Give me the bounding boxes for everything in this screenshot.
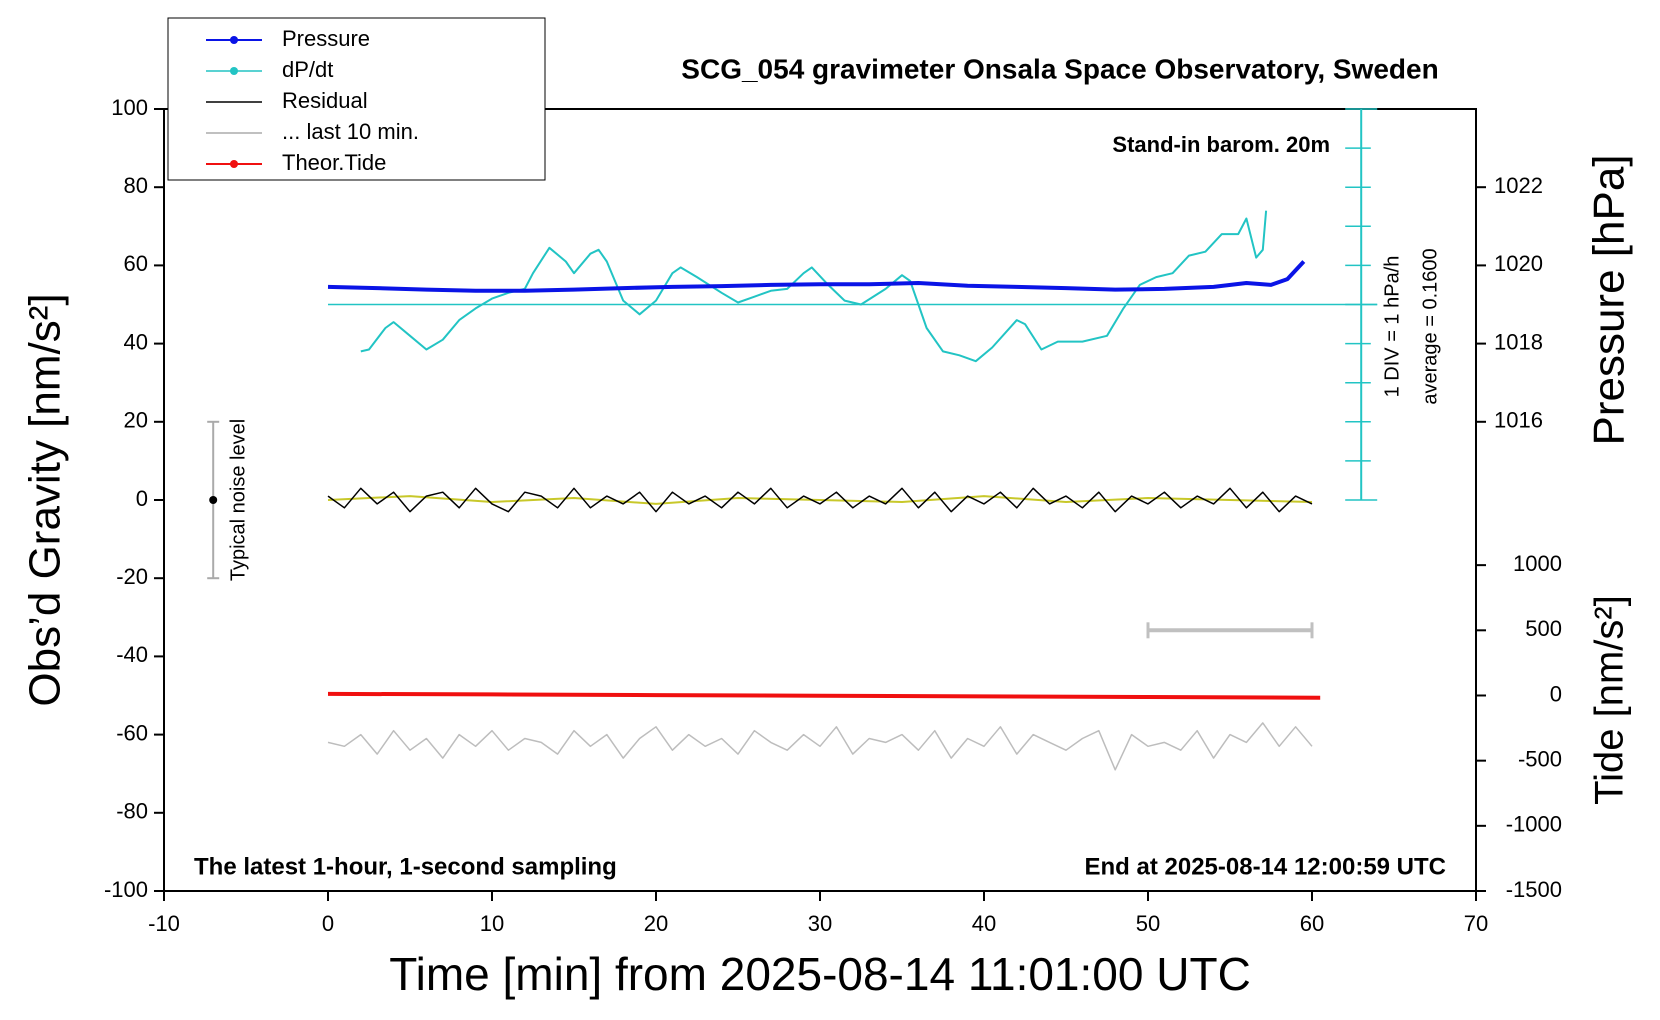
legend-label: ... last 10 min. [282, 119, 419, 144]
noise-label: Typical noise level [227, 419, 249, 581]
y-tick-label: -100 [104, 877, 148, 902]
y2-tick-label: 1016 [1494, 408, 1543, 433]
series-line [327, 487, 1313, 513]
x-tick-label: 60 [1300, 911, 1324, 936]
y3-tick-label: 0 [1550, 681, 1562, 706]
y3-tick-label: 1000 [1513, 551, 1562, 576]
y-tick-label: 80 [124, 173, 148, 198]
annotation: The latest 1-hour, 1-second sampling [194, 853, 617, 880]
series-line [327, 495, 1313, 505]
y-tick-label: 40 [124, 329, 148, 354]
series-line [327, 722, 1313, 771]
y-tick-label: 20 [124, 408, 148, 433]
series-line [327, 260, 1306, 293]
x-tick-label: 10 [480, 911, 504, 936]
y-tick-label: -20 [116, 564, 148, 589]
y-tick-label: -60 [116, 720, 148, 745]
legend-marker [230, 67, 238, 75]
y-tick-label: -40 [116, 642, 148, 667]
noise-center [209, 496, 218, 504]
legend-box [167, 17, 546, 181]
legend-label: Pressure [282, 26, 370, 51]
x-tick-label: 70 [1464, 911, 1488, 936]
y3-tick-label: -1000 [1506, 812, 1562, 837]
y3-tick-label: -1500 [1506, 877, 1562, 902]
x-tick-label: 0 [322, 911, 334, 936]
x-tick-label: 20 [644, 911, 668, 936]
y-tick-label: 100 [111, 95, 148, 120]
y2-tick-label: 1022 [1494, 173, 1543, 198]
y-tick-label: 60 [124, 251, 148, 276]
legend-marker [230, 36, 238, 44]
dpdt-label: 1 DIV = 1 hPa/h [1381, 256, 1403, 398]
x-tick-label: -10 [148, 911, 180, 936]
legend-marker [230, 160, 238, 168]
y3-tick-label: -500 [1518, 746, 1562, 771]
y2-axis-label: Pressure [hPa] [1585, 154, 1634, 445]
annotation: End at 2025-08-14 12:00:59 UTC [1085, 853, 1447, 880]
y2-tick-label: 1018 [1494, 329, 1543, 354]
chart-title: SCG_054 gravimeter Onsala Space Observat… [681, 53, 1438, 84]
y2-tick-label: 1020 [1494, 251, 1543, 276]
x-axis-label: Time [min] from 2025-08-14 11:01:00 UTC [389, 948, 1251, 1000]
y-axis-label: Obs’d Gravity [nm/s²] [21, 293, 70, 706]
annotation: Stand-in barom. 20m [1112, 132, 1330, 157]
legend-label: dP/dt [282, 57, 333, 82]
y-tick-label: 0 [136, 486, 148, 511]
legend: Pressure dP/dt Residual ... last 10 min. The… [167, 17, 546, 181]
x-tick-label: 50 [1136, 911, 1160, 936]
y3-axis-label: Tide [nm/s²] [1588, 595, 1632, 805]
dpdt-label: average = 0.1600 [1419, 248, 1441, 404]
y-tick-label: -80 [116, 799, 148, 824]
legend-label: Residual [282, 88, 368, 113]
legend-label: Theor.Tide [282, 150, 386, 175]
y3-tick-label: 500 [1525, 616, 1562, 641]
series-line [327, 691, 1321, 700]
x-tick-label: 40 [972, 911, 996, 936]
x-tick-label: 30 [808, 911, 832, 936]
